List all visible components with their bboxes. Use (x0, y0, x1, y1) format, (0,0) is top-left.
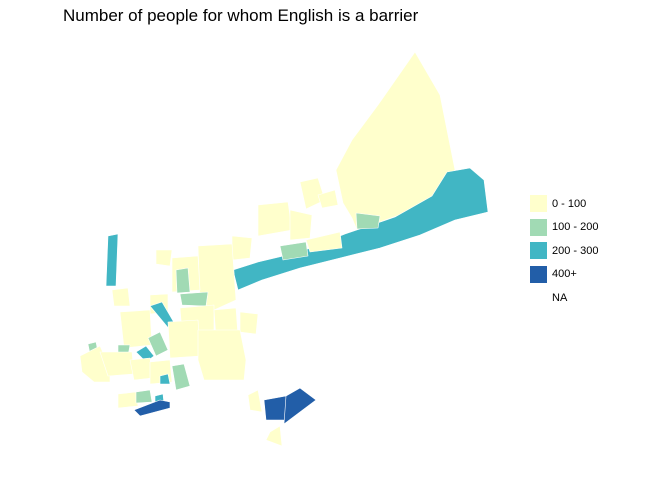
legend-item-400-plus: 400+ (530, 263, 598, 287)
map-region (289, 209, 313, 241)
legend-swatch (530, 289, 547, 307)
map-region (111, 287, 131, 307)
map-region (171, 363, 191, 391)
map-region (355, 212, 381, 230)
legend-item-na: NA (530, 286, 598, 310)
legend-swatch (530, 195, 547, 213)
map-region (167, 319, 201, 359)
legend-label: 100 - 200 (552, 221, 599, 234)
map-region (231, 235, 253, 261)
legend-item-0-100: 0 - 100 (530, 192, 598, 216)
legend-swatch (530, 242, 547, 260)
map-region (179, 291, 209, 307)
map-region (129, 357, 153, 381)
legend-label: 200 - 300 (552, 244, 599, 257)
map-region (175, 267, 191, 294)
legend-item-200-300: 200 - 300 (530, 239, 598, 263)
map-region (159, 373, 171, 385)
map-region (105, 233, 119, 287)
map-region (265, 425, 283, 447)
map-region (135, 389, 153, 404)
map-region (197, 329, 247, 381)
map-region (247, 389, 263, 413)
map-region (239, 311, 259, 335)
legend-label: 0 - 100 (552, 197, 587, 210)
legend-swatch (530, 265, 547, 283)
legend-label: 400+ (552, 268, 577, 281)
legend-swatch (530, 218, 547, 236)
map-region (283, 387, 317, 425)
map-region (133, 399, 171, 417)
map-region (155, 249, 173, 267)
map-title: Number of people for whom English is a b… (63, 6, 419, 25)
map-region (147, 331, 169, 357)
map-region (279, 241, 309, 261)
legend-item-100-200: 100 - 200 (530, 216, 598, 240)
map-legend: 0 - 100 100 - 200 200 - 300 400+ NA (530, 192, 598, 310)
map-region (305, 231, 343, 253)
map-region (263, 395, 291, 421)
legend-label: NA (552, 291, 568, 304)
map-region (117, 391, 139, 409)
map-region (317, 189, 339, 209)
map-region (257, 201, 293, 237)
map-region (119, 309, 153, 349)
